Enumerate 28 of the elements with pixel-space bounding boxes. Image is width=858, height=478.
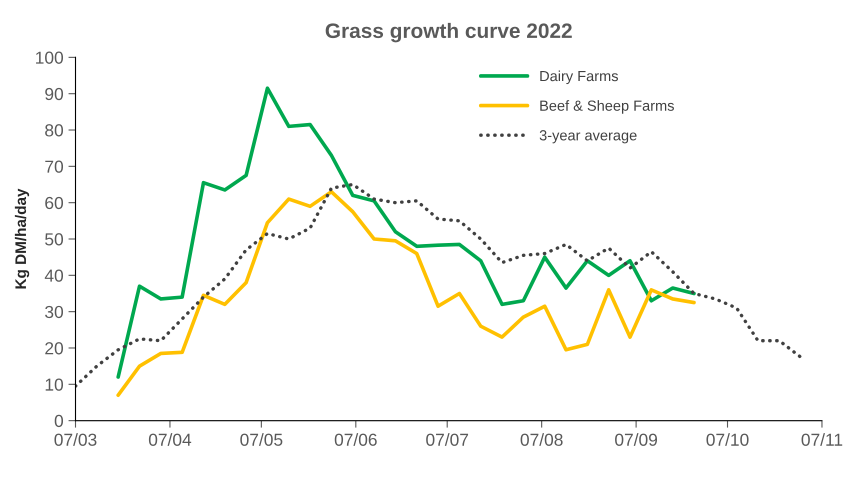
- y-tick-label: 0: [54, 414, 64, 428]
- x-tick-label: 07/06: [334, 433, 377, 446]
- y-tick-label: 30: [45, 306, 64, 318]
- y-tick-label: 40: [44, 269, 64, 282]
- x-tick-label: 07/09: [615, 433, 658, 446]
- y-tick-label: 100: [36, 52, 64, 64]
- y-tick-label: 70: [45, 160, 64, 173]
- y-tick-label: 10: [46, 378, 64, 391]
- y-tick-label: 60: [45, 196, 64, 210]
- y-tick-label: 90: [45, 88, 64, 100]
- y-tick-label: 20: [45, 342, 64, 354]
- chart-title: Grass growth curve 2022: [326, 22, 572, 42]
- line-series: [116, 190, 696, 398]
- x-tick-label: 07/05: [240, 433, 282, 446]
- x-tick-label: 07/10: [706, 433, 749, 446]
- y-axis-title: Kg DM/ha/day: [14, 188, 30, 288]
- x-tick-label: 07/11: [802, 433, 842, 446]
- x-tick-label: 07/08: [520, 433, 563, 446]
- x-tick-label: 07/07: [426, 433, 468, 446]
- x-tick-label: 07/03: [54, 433, 96, 446]
- y-tick-label: 50: [45, 233, 64, 246]
- legend-label: 3-year average: [540, 130, 637, 144]
- line-series: [116, 86, 696, 379]
- y-tick-label: 80: [45, 124, 64, 136]
- x-tick-label: 07/04: [148, 433, 192, 446]
- legend-label: Dairy Farms: [540, 70, 618, 84]
- line-series: [76, 182, 802, 388]
- legend-label: Beef & Sheep Farms: [540, 100, 674, 114]
